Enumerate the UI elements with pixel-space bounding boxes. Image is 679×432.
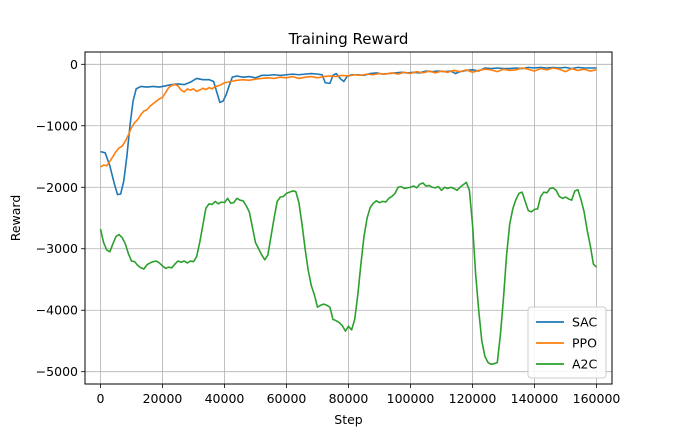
x-tick-label: 20000 <box>143 391 183 406</box>
y-axis-label: Reward <box>8 195 23 242</box>
x-tick-label: 80000 <box>329 391 369 406</box>
x-tick-label: 100000 <box>387 391 435 406</box>
legend: SAC PPO A2C <box>527 306 607 379</box>
legend-label-sac: SAC <box>572 315 597 330</box>
y-tick-label: −5000 <box>36 364 78 379</box>
legend-box <box>527 306 607 379</box>
series-line-a2c <box>99 181 598 366</box>
y-tick-label: 0 <box>70 57 78 72</box>
series-line-ppo <box>100 67 597 168</box>
x-tick-label: 0 <box>97 391 105 406</box>
series-line-sac <box>100 66 597 196</box>
y-tick-label: −2000 <box>36 180 78 195</box>
chart-title: Training Reward <box>288 30 409 48</box>
legend-label-ppo: PPO <box>572 336 597 351</box>
x-tick-label: 140000 <box>511 391 559 406</box>
x-axis-label: Step <box>334 412 363 427</box>
x-tick-label: 120000 <box>449 391 497 406</box>
y-tick-label: −3000 <box>36 241 78 256</box>
tick-layer: 0 20000 40000 60000 80000 100000 120000 140000 1… <box>36 57 621 406</box>
grid-layer <box>85 52 612 384</box>
x-tick-label: 160000 <box>573 391 621 406</box>
x-tick-label: 60000 <box>267 391 307 406</box>
y-tick-label: −4000 <box>36 303 78 318</box>
y-tick-label: −1000 <box>36 118 78 133</box>
series-layer <box>99 66 598 366</box>
legend-label-a2c: A2C <box>572 357 598 372</box>
x-tick-label: 40000 <box>205 391 245 406</box>
